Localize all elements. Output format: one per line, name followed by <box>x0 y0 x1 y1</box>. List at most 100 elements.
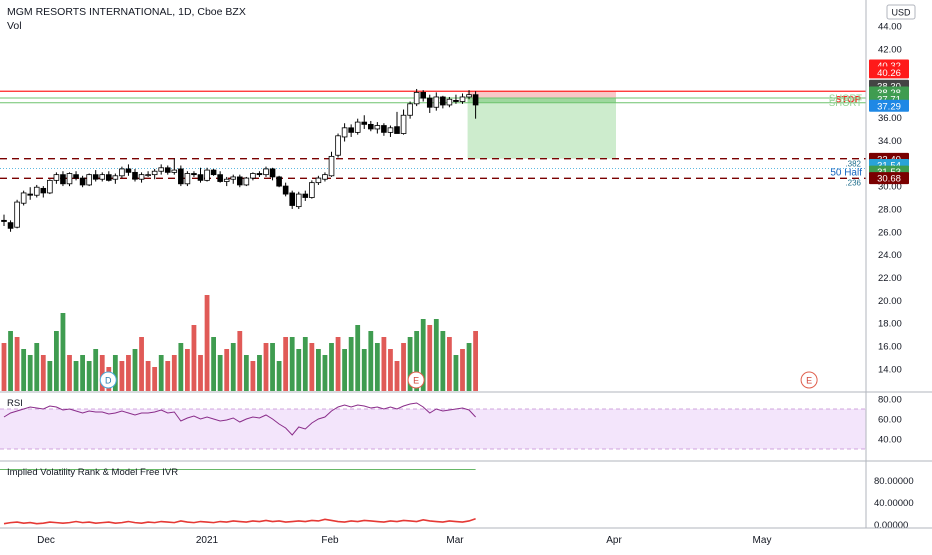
volume-bar <box>335 337 341 391</box>
price-tick-label: 24.00 <box>878 250 902 261</box>
candle-body <box>348 127 354 133</box>
price-tag <box>869 172 909 185</box>
price-tag-label: 37.29 <box>877 101 901 112</box>
volume-bar <box>198 355 203 391</box>
time-tick-label: 2021 <box>196 535 219 546</box>
candle-body <box>66 173 73 185</box>
candle-body <box>73 174 79 179</box>
stop-label: STOP <box>835 94 861 105</box>
candle-body <box>374 125 381 130</box>
candle-body <box>426 97 433 108</box>
candle-body <box>282 185 289 195</box>
volume-bar <box>440 331 446 391</box>
rsi-band <box>0 409 866 449</box>
rsi-tick-label: 60.00 <box>878 415 902 426</box>
volume-bar <box>420 319 426 391</box>
volume-bar <box>388 349 393 391</box>
candle-body <box>197 174 204 181</box>
volume-bar <box>289 337 295 391</box>
volume-bar <box>466 343 472 391</box>
candle-body <box>466 94 472 98</box>
candle-body <box>407 103 413 116</box>
volume-bar <box>381 337 387 391</box>
candle-body <box>420 91 426 99</box>
price-tick-label: 34.00 <box>878 136 902 147</box>
candle-body <box>14 201 20 228</box>
volume-bar <box>342 349 347 391</box>
candle-body <box>40 187 47 194</box>
volume-bar <box>309 343 315 391</box>
event-marker <box>800 371 818 389</box>
volume-bar <box>86 361 92 391</box>
candle-body <box>217 174 223 182</box>
volume-bar <box>407 337 413 391</box>
volume-bar <box>191 325 197 391</box>
ivr-tick-label: 80.00000 <box>874 476 914 487</box>
volume-bar <box>302 337 308 391</box>
fib-382-label: .382 <box>845 160 861 169</box>
price-tick-label: 30.00 <box>878 182 902 193</box>
ivr-tick-label: 40.00000 <box>874 498 914 509</box>
trade-zones <box>467 91 616 159</box>
price-tick-label: 28.00 <box>878 204 902 215</box>
volume-bar <box>243 355 249 391</box>
volume-bar <box>230 343 236 391</box>
price-tick-label: 36.00 <box>878 113 902 124</box>
candle-body <box>341 127 348 138</box>
volume-bar <box>401 343 406 391</box>
time-tick-label: Dec <box>37 535 55 546</box>
currency-button[interactable]: USD <box>886 4 916 20</box>
candle-body <box>7 222 14 229</box>
ivr-panel-title: Implied Volatility Rank & Model Free IVR <box>7 467 178 478</box>
candle-body <box>132 171 138 180</box>
candle-body <box>446 98 453 106</box>
candle-body <box>335 135 341 156</box>
volume-bar <box>158 355 164 391</box>
candle-body <box>33 186 40 196</box>
candle-body <box>125 168 132 173</box>
volume-bar <box>27 355 33 391</box>
rsi-panel: 80.00 60.00 40.00 <box>0 395 902 450</box>
candle-body <box>354 121 361 133</box>
event-marker-label: D <box>105 376 112 386</box>
candle-body <box>453 99 459 102</box>
volume-bar <box>263 343 269 391</box>
price-tag-label: 40.26 <box>877 68 901 79</box>
volume-bar <box>8 331 13 391</box>
candle-body <box>1 219 7 222</box>
price-tag-label: 30.68 <box>877 174 901 185</box>
volume-bar <box>473 331 478 391</box>
candle-body <box>413 91 420 105</box>
time-tick-label: May <box>753 535 772 546</box>
volume-bar <box>178 343 184 391</box>
volume-bar <box>433 319 439 391</box>
volume-bar <box>21 349 27 391</box>
volume-bar <box>283 337 289 391</box>
time-axis[interactable]: Dec 2021 Feb Mar Apr May <box>37 535 771 546</box>
volume-bar <box>257 355 262 391</box>
price-tick-label: 16.00 <box>878 342 902 353</box>
volume-bar <box>145 361 151 391</box>
candle-body <box>433 96 440 108</box>
volume-bar <box>80 355 85 391</box>
candle-body <box>387 127 394 133</box>
volume-bar <box>14 337 20 391</box>
price-tick-label: 18.00 <box>878 319 902 330</box>
candle-body <box>47 179 53 194</box>
time-tick-label: Feb <box>321 535 339 546</box>
candle-body <box>53 174 60 181</box>
short-label-2: SHORT <box>829 98 862 109</box>
volume-bar <box>99 355 105 391</box>
volume-bar <box>211 337 216 391</box>
price-tag <box>869 99 909 112</box>
volume-bar <box>47 361 53 391</box>
volume-bar <box>34 343 40 391</box>
price-tick-label: 14.00 <box>878 364 902 375</box>
candle-body <box>295 193 302 208</box>
rsi-panel-title: RSI <box>7 398 23 409</box>
volume-bar <box>224 349 230 391</box>
profit-zone <box>467 97 616 159</box>
candle-body <box>361 121 368 125</box>
